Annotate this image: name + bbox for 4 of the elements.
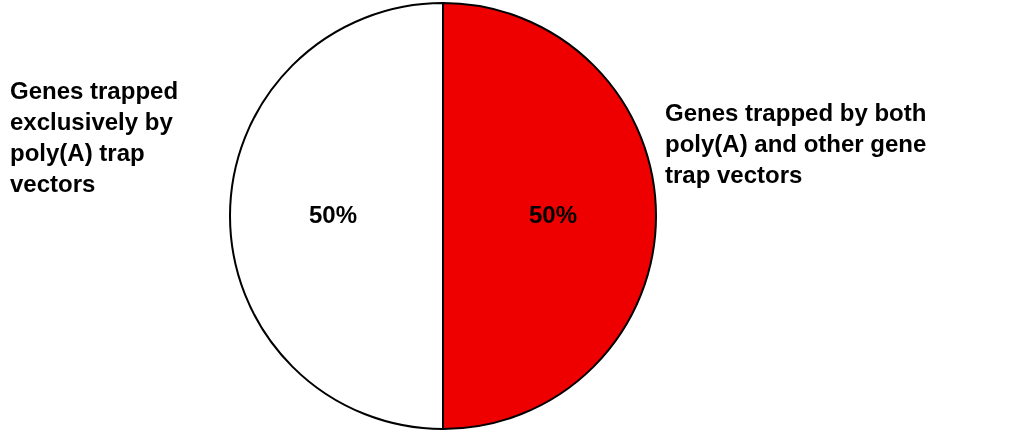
data-label: 50% — [528, 201, 578, 228]
slice-label: Genes trapped by both poly(A) and other gene trap vectors — [665, 99, 927, 188]
data-label: 50% — [308, 201, 358, 228]
slice-label: Genes trapped exclusively by poly(A) trap vectors — [10, 77, 179, 197]
